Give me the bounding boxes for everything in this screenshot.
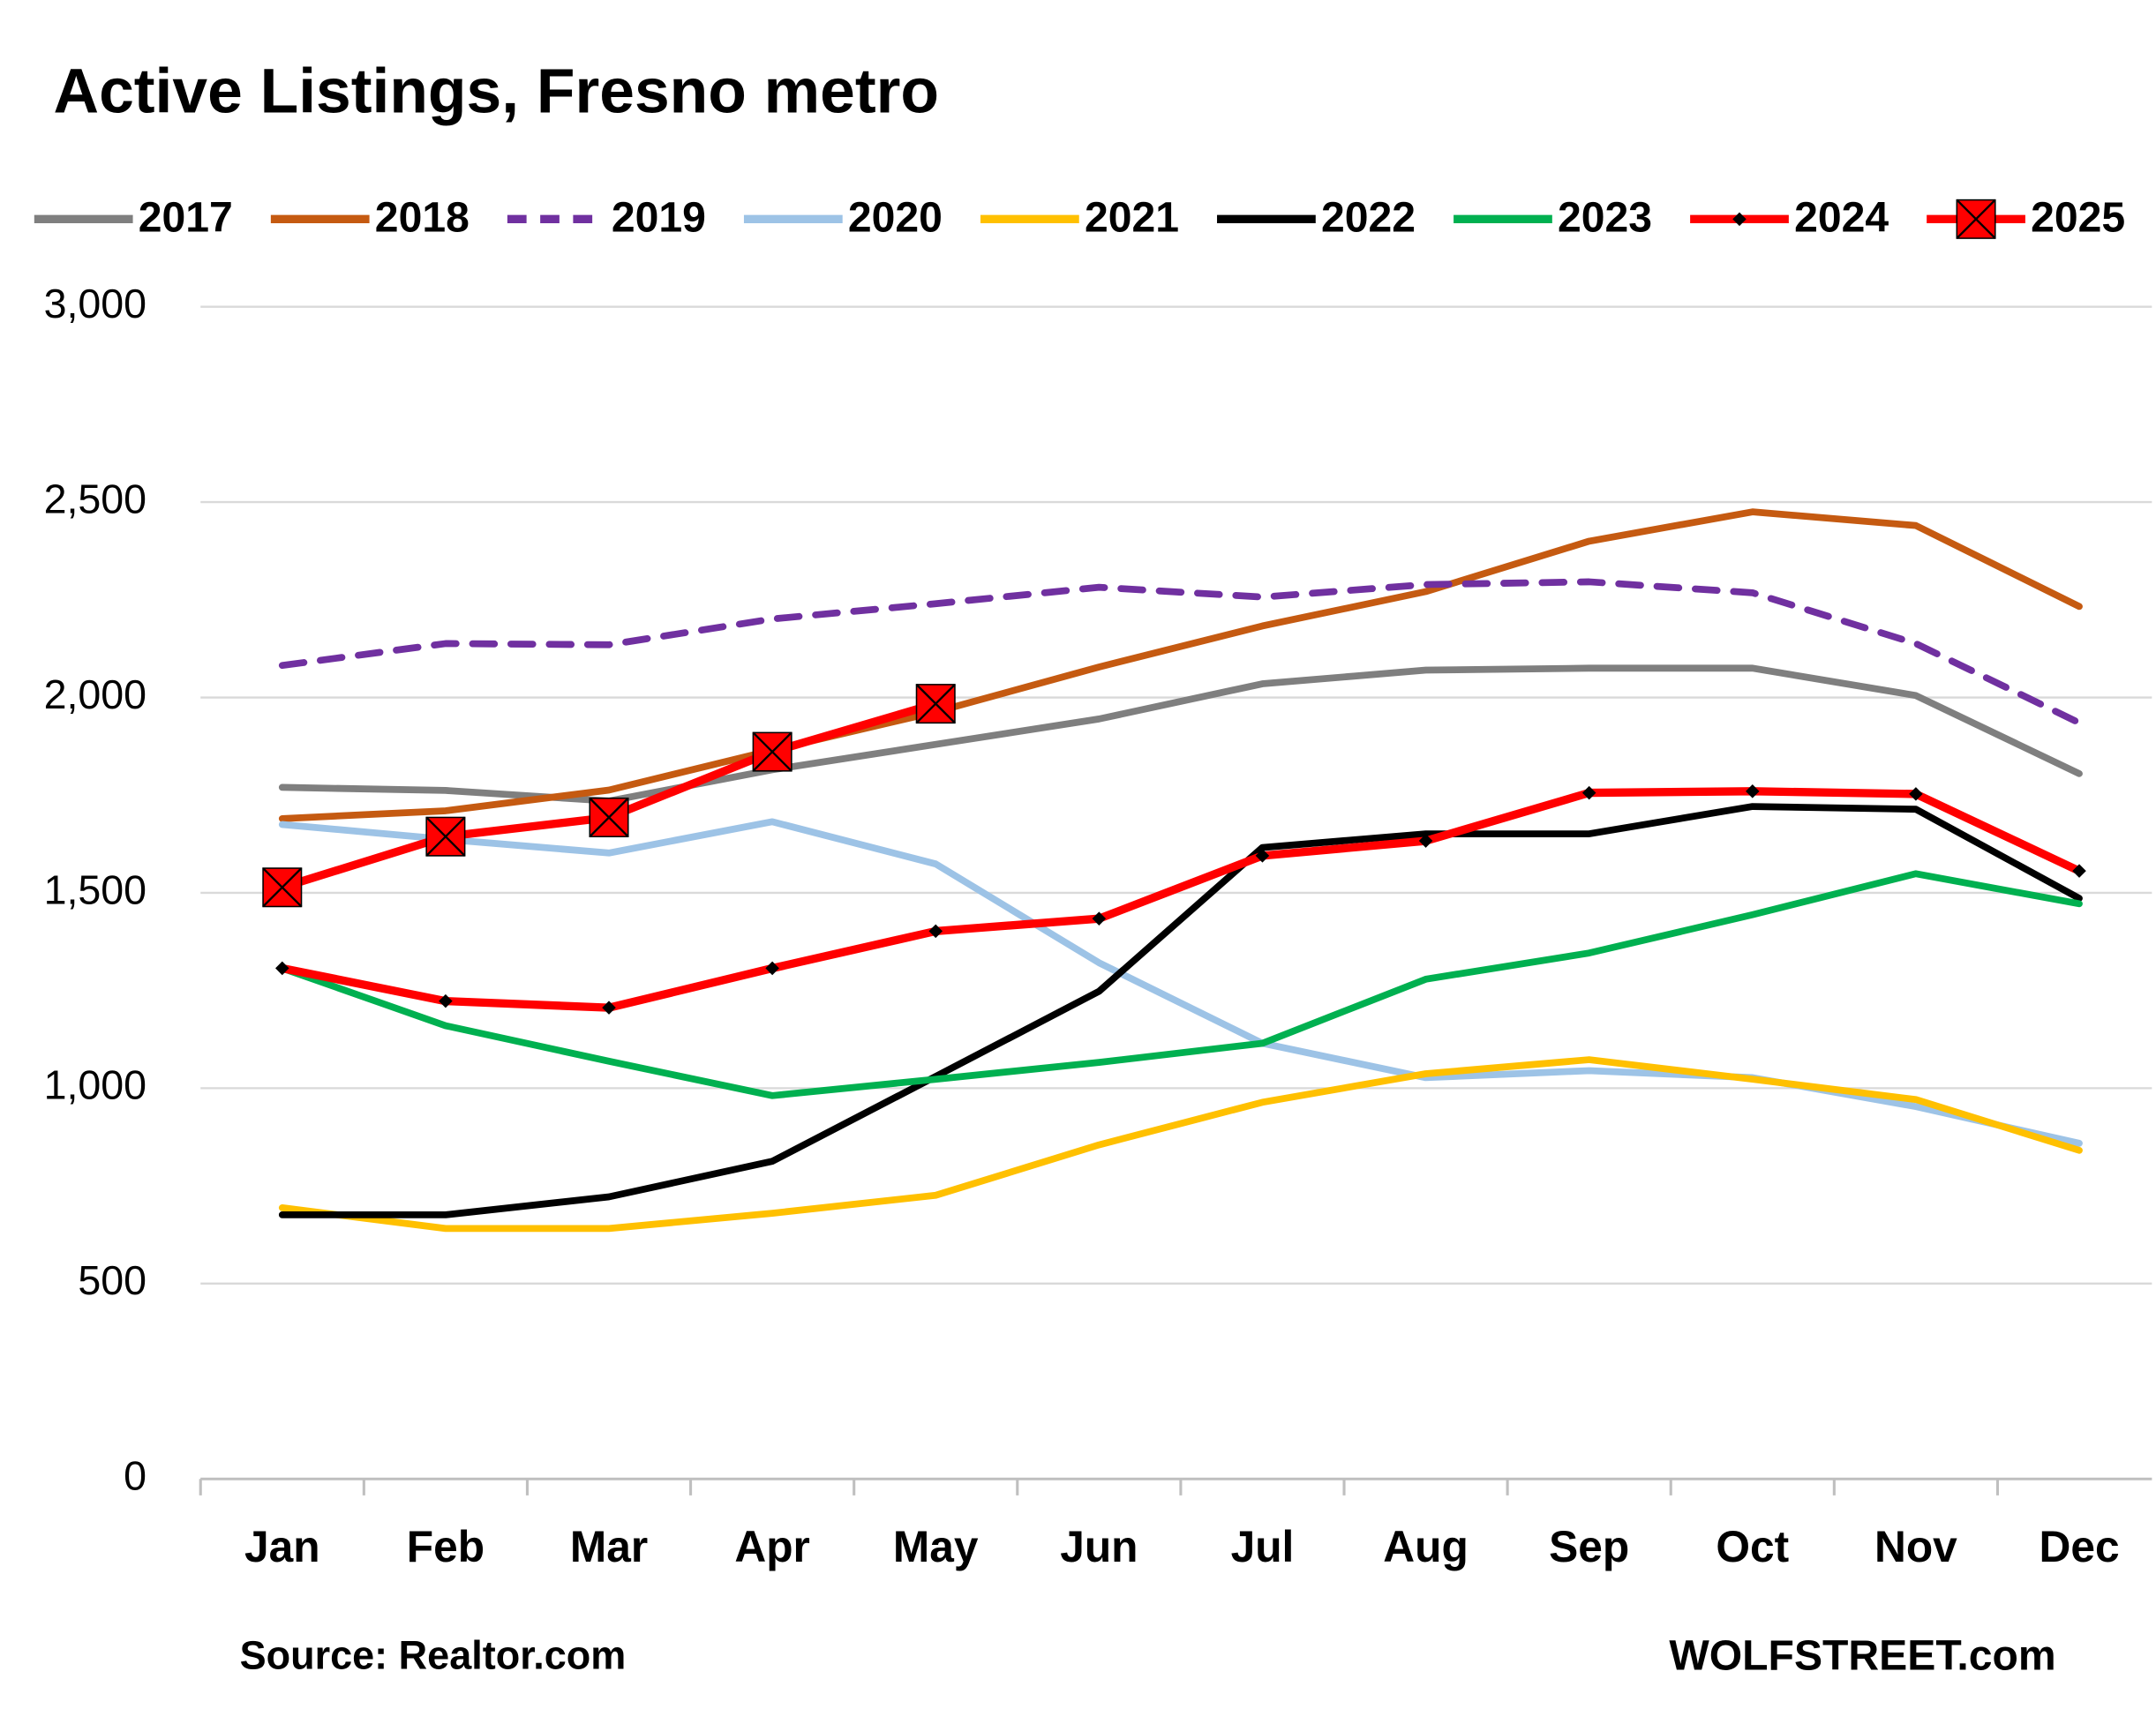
marker	[602, 1001, 616, 1015]
marker	[1255, 849, 1270, 863]
series-line	[278, 803, 2083, 1218]
marker	[1732, 212, 1747, 227]
marker	[928, 924, 943, 939]
x-tick-label: Sep	[1549, 1522, 1629, 1571]
x-tick-label: Jan	[244, 1522, 320, 1571]
series-line	[278, 664, 2083, 805]
x-tick-label: Aug	[1383, 1522, 1469, 1571]
marker	[915, 684, 956, 724]
marker	[589, 797, 629, 838]
legend-label: 2021	[1085, 194, 1179, 242]
legend-label: 2017	[139, 194, 233, 242]
legend-label: 2019	[612, 194, 706, 242]
marker	[1418, 834, 1433, 848]
marker	[1581, 785, 1596, 800]
legend-label: 2018	[375, 194, 470, 242]
marker	[1909, 787, 1923, 801]
marker	[425, 816, 466, 857]
marker	[262, 867, 303, 908]
source: Source: Realtor.com	[240, 1632, 627, 1677]
x-tick-label: Jun	[1060, 1522, 1138, 1571]
credit: WOLFSTREET.com	[1669, 1631, 2055, 1679]
y-tick-label: 1,000	[44, 1062, 146, 1108]
y-tick-label: 3,000	[44, 281, 146, 326]
y-tick-label: 500	[78, 1257, 146, 1303]
series-line	[278, 787, 2084, 1012]
marker	[752, 731, 793, 772]
x-tick-label: Nov	[1874, 1522, 1957, 1571]
legend-label: 2024	[1794, 194, 1889, 242]
marker	[1956, 199, 1996, 239]
y-tick-label: 2,000	[44, 671, 146, 717]
marker	[439, 993, 453, 1008]
y-tick-label: 1,500	[44, 866, 146, 912]
x-tick-label: May	[893, 1522, 979, 1571]
series-line	[278, 578, 2083, 727]
x-tick-label: Feb	[407, 1522, 485, 1571]
x-tick-label: Dec	[2039, 1522, 2119, 1571]
legend-label: 2020	[848, 194, 943, 242]
x-tick-label: Jul	[1231, 1522, 1295, 1571]
marker	[1746, 784, 1760, 798]
series-line	[278, 1056, 2083, 1233]
x-tick-label: Oct	[1716, 1522, 1789, 1571]
legend-label: 2023	[1558, 194, 1652, 242]
y-tick-label: 2,500	[44, 476, 146, 521]
y-tick-label: 0	[124, 1453, 146, 1499]
background	[4, 0, 2152, 1709]
legend-label: 2025	[2031, 194, 2125, 242]
series-line	[278, 508, 2083, 822]
legend-label: 2022	[1321, 194, 1416, 242]
chart-title: Active Listings, Fresno metro	[54, 56, 939, 127]
x-tick-label: Mar	[570, 1522, 648, 1571]
series-line	[278, 870, 2083, 1099]
x-tick-label: Apr	[734, 1522, 810, 1571]
